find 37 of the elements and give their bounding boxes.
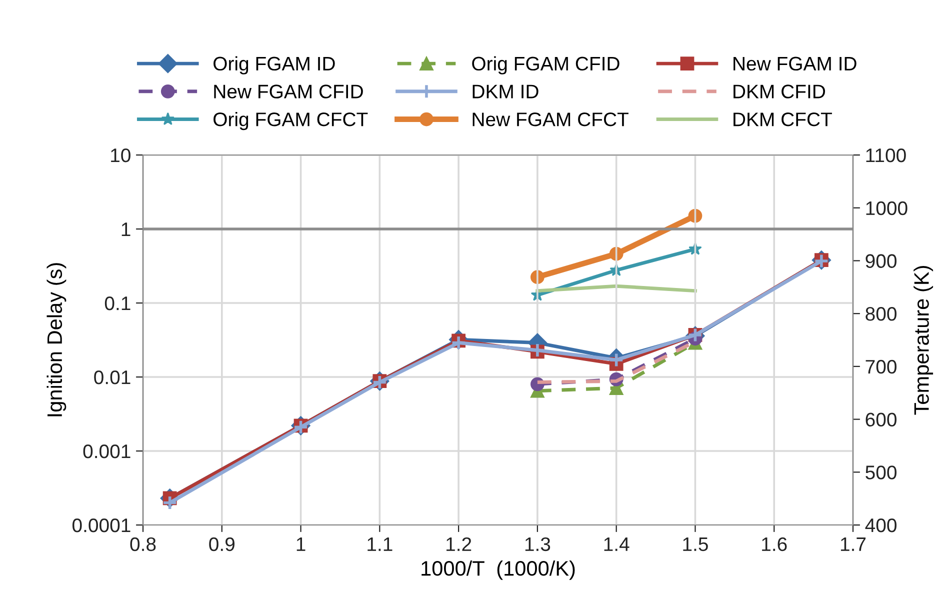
y2-tick-label: 500: [866, 466, 896, 480]
y-tick-label: 0.01: [94, 370, 130, 384]
y2-tick-label: 400: [865, 518, 896, 532]
y-tick-label: 1: [122, 222, 130, 236]
legend-label: DKM ID: [472, 84, 538, 98]
x-tick-label: 1.2: [446, 537, 472, 551]
legend-label: Orig FGAM CFCT: [214, 112, 368, 130]
y2-tick-label: 700: [866, 360, 896, 374]
legend-label: Orig FGAM ID: [214, 56, 335, 74]
y2-axis-title: Temperature (K): [914, 266, 934, 415]
y2-tick-label: 800: [866, 307, 896, 321]
y-axis-title: Ignition Delay (s): [46, 263, 66, 416]
legend-label: New FGAM CFID: [214, 84, 363, 98]
y-tick-label: 10: [111, 148, 130, 162]
legend-label: Orig FGAM CFID: [472, 56, 620, 74]
y-tick-label: 0.0001: [72, 518, 130, 532]
legend-label: New FGAM CFCT: [472, 112, 628, 126]
x-tick-label: 1.6: [762, 537, 787, 552]
y2-tick-label: 1000: [866, 201, 908, 216]
legend-label: New FGAM ID: [734, 56, 856, 71]
y-tick-label: 0.1: [104, 296, 130, 310]
x-tick-label: 1.7: [840, 538, 866, 551]
x-tick-label: 0.8: [130, 537, 156, 552]
legend-label: DKM CFCT: [734, 112, 832, 126]
x-tick-label: 0.9: [209, 537, 234, 552]
legend-label: DKM CFID: [734, 84, 826, 98]
point: [608, 352, 624, 368]
y-tick-label: 0.001: [83, 444, 130, 458]
y2-tick-label: 900: [866, 254, 896, 268]
x-tick-label: 1: [296, 538, 306, 551]
x-axis-title: 1000/T (1000/K): [422, 560, 575, 580]
x-tick-label: 1.4: [604, 538, 630, 551]
x-tick-label: 1.5: [683, 538, 708, 552]
x-tick-label: 1.1: [368, 538, 392, 551]
x-tick-label: 1.3: [525, 537, 550, 552]
y2-tick-label: 600: [866, 412, 896, 427]
y2-tick-label: 1100: [866, 148, 906, 162]
